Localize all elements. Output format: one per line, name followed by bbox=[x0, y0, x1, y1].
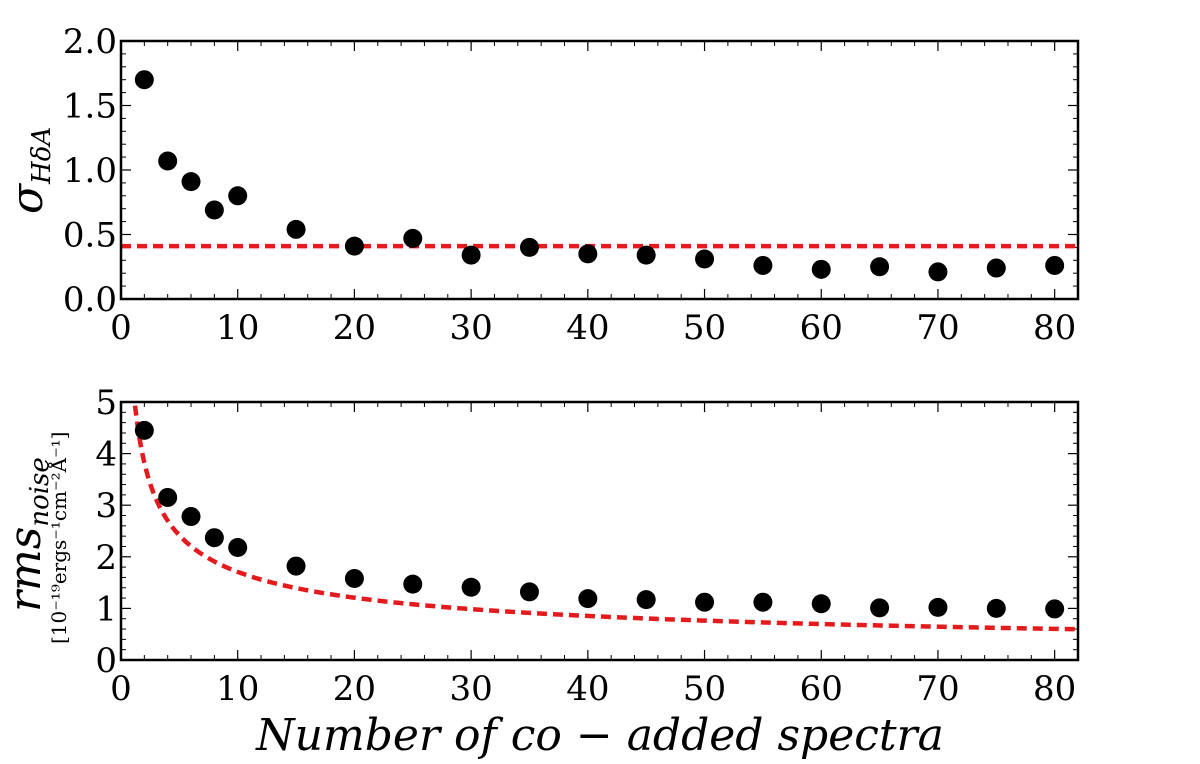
top-data-point bbox=[636, 245, 656, 265]
bottom-x-tick-label: 10 bbox=[216, 669, 259, 709]
x-axis-label: Number of co − added spectra bbox=[255, 710, 944, 761]
top-y-tick-label: 0.5 bbox=[63, 216, 117, 256]
top-y-tick-labels: 0.0 0.5 1.0 1.5 2.0 bbox=[63, 22, 117, 320]
top-y-tick-label: 2.0 bbox=[63, 22, 117, 62]
top-data-point bbox=[1045, 255, 1065, 275]
bottom-y-axis-label-sub: noise bbox=[25, 457, 55, 526]
bottom-data-point bbox=[1045, 599, 1065, 619]
bottom-data-point bbox=[636, 590, 656, 610]
bottom-x-tick-label: 40 bbox=[566, 669, 609, 709]
top-x-tick-label: 50 bbox=[683, 308, 726, 348]
bottom-y-tick-labels: 0 1 2 3 4 5 bbox=[95, 383, 117, 681]
top-x-tick-label: 0 bbox=[110, 308, 132, 348]
top-x-tick-label: 70 bbox=[916, 308, 959, 348]
bottom-y-tick-label: 0 bbox=[95, 641, 117, 681]
bottom-x-tick-label: 50 bbox=[683, 669, 726, 709]
top-y-tick-label: 0.0 bbox=[63, 280, 117, 320]
top-data-point bbox=[228, 186, 248, 206]
bottom-y-axis-units: [10⁻¹⁹ergs⁻¹cm⁻²Å⁻¹] bbox=[46, 432, 71, 644]
bottom-x-tick-label: 70 bbox=[916, 669, 959, 709]
bottom-data-point bbox=[811, 594, 831, 614]
bottom-x-tick-label: 30 bbox=[449, 669, 492, 709]
bottom-y-tick-label: 1 bbox=[95, 589, 117, 629]
top-data-point bbox=[204, 200, 224, 220]
bottom-data-point bbox=[344, 568, 364, 588]
bottom-data-point bbox=[286, 556, 306, 576]
bottom-data-point bbox=[986, 598, 1006, 618]
top-y-axis-label-sub: HδA bbox=[27, 127, 57, 185]
bottom-data-point bbox=[181, 507, 201, 527]
bottom-x-tick-label: 0 bbox=[110, 669, 132, 709]
top-x-tick-labels: 0 10 20 30 40 50 60 70 80 bbox=[110, 308, 1076, 348]
top-x-tick-label: 80 bbox=[1033, 308, 1076, 348]
bottom-data-point bbox=[928, 597, 948, 617]
bottom-data-point bbox=[403, 574, 423, 594]
top-data-point bbox=[403, 228, 423, 248]
bottom-y-tick-label: 5 bbox=[95, 383, 117, 423]
top-data-point bbox=[461, 245, 481, 265]
bottom-y-tick-label: 4 bbox=[95, 435, 117, 475]
bottom-y-axis-label: rmsnoise bbox=[0, 457, 55, 612]
bottom-data-point bbox=[204, 528, 224, 548]
top-panel: 0 10 20 30 40 50 60 70 80 0.0 0.5 1.0 1.5 2.0 σHδA bbox=[2, 22, 1080, 348]
bottom-data-point bbox=[134, 420, 154, 440]
top-data-points bbox=[134, 70, 1065, 282]
top-data-point bbox=[695, 249, 715, 269]
bottom-model-dashed-curve bbox=[132, 405, 1079, 632]
top-y-axis-label-main: σ bbox=[2, 182, 53, 214]
bottom-x-tick-label: 60 bbox=[800, 669, 843, 709]
bottom-data-point bbox=[870, 598, 890, 618]
top-x-tick-label: 40 bbox=[566, 308, 609, 348]
bottom-x-tick-label: 80 bbox=[1033, 669, 1076, 709]
bottom-data-point bbox=[158, 487, 178, 507]
bottom-data-point bbox=[228, 538, 248, 558]
top-data-point bbox=[344, 236, 364, 256]
top-x-tick-label: 30 bbox=[449, 308, 492, 348]
bottom-data-point bbox=[578, 589, 598, 609]
bottom-x-tick-labels: 0 10 20 30 40 50 60 70 80 bbox=[110, 669, 1076, 709]
bottom-data-point bbox=[695, 592, 715, 612]
bottom-y-axis-label-main: rms bbox=[0, 527, 51, 612]
top-data-point bbox=[578, 244, 598, 264]
top-data-point bbox=[158, 151, 178, 171]
top-data-point bbox=[134, 70, 154, 90]
bottom-data-points bbox=[134, 420, 1065, 619]
top-axes-frame bbox=[119, 39, 1080, 301]
bottom-y-tick-label: 2 bbox=[95, 538, 117, 578]
top-data-point bbox=[181, 172, 201, 192]
top-y-tick-label: 1.0 bbox=[63, 151, 117, 191]
top-data-point bbox=[286, 219, 306, 239]
top-y-tick-label: 1.5 bbox=[63, 87, 117, 127]
top-data-point bbox=[519, 237, 539, 257]
top-x-tick-label: 60 bbox=[800, 308, 843, 348]
top-data-point bbox=[870, 257, 890, 277]
top-data-point bbox=[986, 258, 1006, 278]
top-x-tick-label: 10 bbox=[216, 308, 259, 348]
bottom-y-tick-label: 3 bbox=[95, 486, 117, 526]
top-data-point bbox=[811, 259, 831, 279]
bottom-data-point bbox=[519, 582, 539, 602]
bottom-axes-frame bbox=[119, 400, 1080, 662]
bottom-model-curve bbox=[132, 405, 1079, 632]
bottom-x-tick-label: 20 bbox=[333, 669, 376, 709]
bottom-data-point bbox=[753, 592, 773, 612]
bottom-panel: 0 10 20 30 40 50 60 70 80 0 1 2 3 4 5 rmsnoise [10⁻¹⁹… bbox=[0, 383, 1080, 761]
top-data-point bbox=[928, 262, 948, 282]
top-y-axis-label: σHδA bbox=[2, 127, 57, 214]
top-x-tick-label: 20 bbox=[333, 308, 376, 348]
bottom-data-point bbox=[461, 577, 481, 597]
top-data-point bbox=[753, 255, 773, 275]
